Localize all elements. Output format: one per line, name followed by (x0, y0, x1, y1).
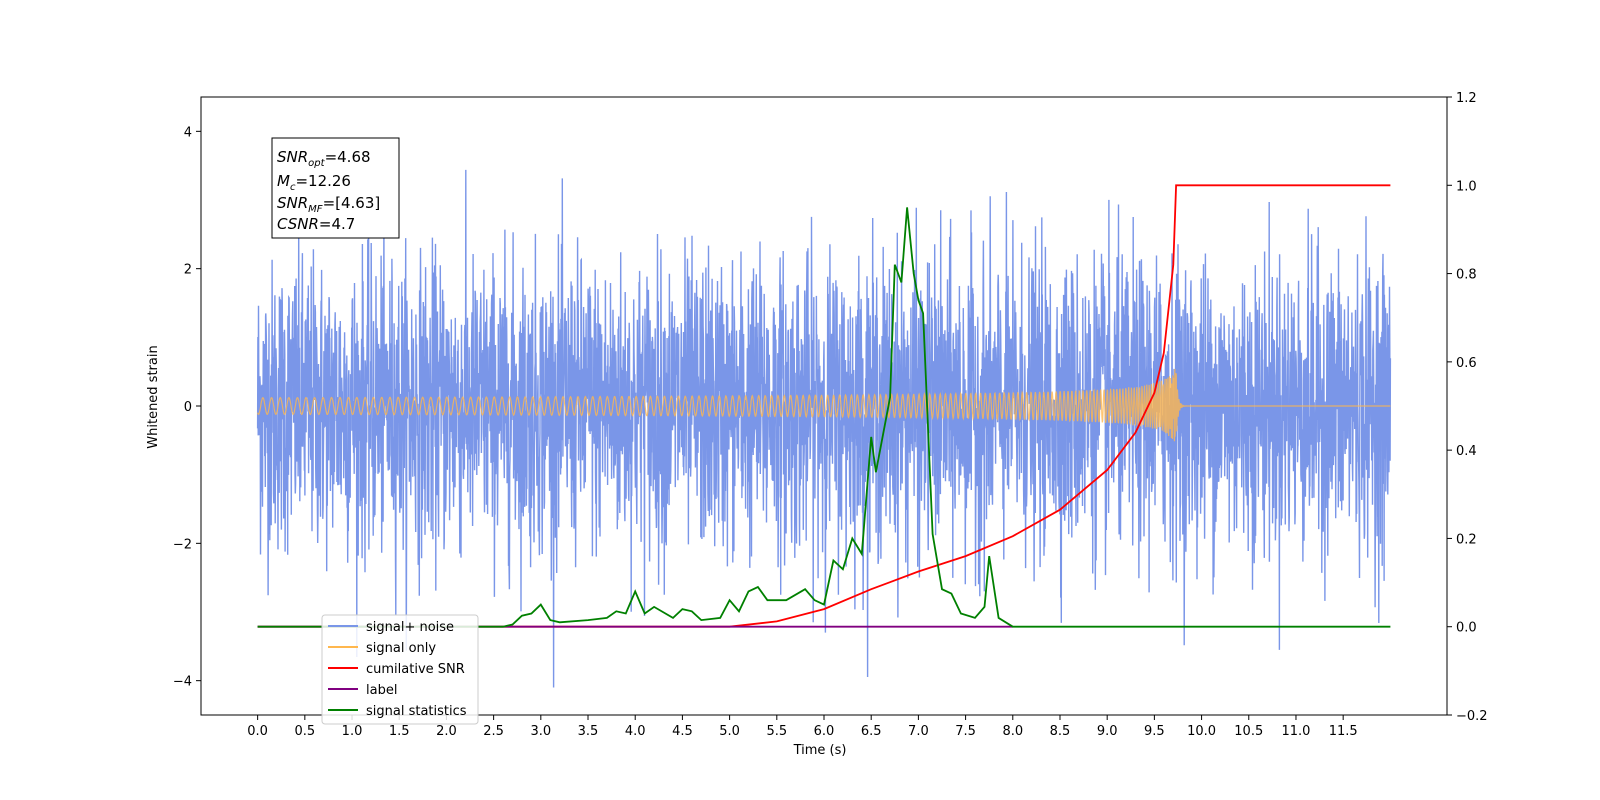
x-tick: 4.0 (625, 715, 646, 739)
plot-area (256, 169, 1392, 688)
mc-text: Mc=12.26 (277, 172, 351, 193)
x-tick: 8.0 (1002, 715, 1023, 739)
x-axis-label: Time (s) (793, 743, 847, 758)
y-right-tick: 0.8 (1447, 268, 1477, 283)
x-tick: 9.0 (1097, 715, 1118, 739)
y-left-tick: 4 (184, 125, 201, 140)
x-tick-label: 5.0 (719, 724, 740, 739)
x-tick-label: 2.0 (436, 724, 457, 739)
y-right-tick-label: 0.4 (1456, 444, 1477, 459)
x-tick-label: 2.5 (483, 724, 504, 739)
y-right-tick: 0.4 (1447, 444, 1477, 459)
y-axis-label: Whitened strain (146, 345, 161, 448)
y-right-tick: 0.2 (1447, 532, 1477, 547)
x-tick: 6.5 (861, 715, 882, 739)
y-left-tick-label: −4 (173, 675, 192, 690)
snr-mf-value: =[4.63] (323, 194, 381, 212)
x-tick: 6.0 (814, 715, 835, 739)
x-tick-label: 10.0 (1187, 724, 1216, 739)
x-tick-label: 3.0 (530, 724, 551, 739)
x-tick: 0.5 (294, 715, 315, 739)
x-tick-label: 6.5 (861, 724, 882, 739)
y-right-tick: −0.2 (1447, 709, 1488, 724)
y-left-tick: 2 (184, 263, 201, 278)
x-tick: 4.5 (672, 715, 693, 739)
x-tick-label: 7.0 (908, 724, 929, 739)
x-tick-label: 11.5 (1329, 724, 1358, 739)
series-signal-only (257, 368, 1391, 442)
x-tick: 11.5 (1329, 715, 1358, 739)
x-tick-label: 3.5 (578, 724, 599, 739)
snr-opt-text: SNRopt=4.68 (277, 148, 371, 169)
x-tick-label: 9.0 (1097, 724, 1118, 739)
legend-signal-statistics: signal statistics (366, 704, 467, 719)
legend-label: label (366, 683, 397, 698)
series-signal-statistics (257, 207, 1391, 628)
mc-value: =12.26 (295, 172, 351, 190)
x-tick-label: 9.5 (1144, 724, 1165, 739)
y-right-tick-label: 0.0 (1456, 621, 1477, 636)
x-tick: 3.5 (578, 715, 599, 739)
x-tick: 0.0 (247, 715, 268, 739)
x-tick: 2.5 (483, 715, 504, 739)
x-tick: 3.0 (530, 715, 551, 739)
legend-signal-noise: signal+ noise (366, 620, 454, 635)
csnr-text: CSNR=4.7 (277, 215, 355, 233)
y-left-tick-label: 0 (184, 400, 192, 415)
x-tick: 8.5 (1050, 715, 1071, 739)
y-left-tick-label: 2 (184, 263, 192, 278)
x-tick: 7.5 (955, 715, 976, 739)
x-tick-label: 1.0 (342, 724, 363, 739)
x-tick-label: 0.0 (247, 724, 268, 739)
x-tick-label: 7.5 (955, 724, 976, 739)
series-cumulative-snr (257, 184, 1391, 628)
csnr-value: =4.7 (319, 215, 355, 233)
x-tick: 9.5 (1144, 715, 1165, 739)
snr-opt-value: =4.68 (325, 148, 371, 166)
x-tick-label: 8.0 (1002, 724, 1023, 739)
y-left-tick-label: 4 (184, 125, 192, 140)
legend: signal+ noise signal only cumilative SNR… (321, 614, 479, 725)
y-left-tick-label: −2 (173, 537, 192, 552)
axes: 0.0 0.5 1.0 1.5 2.0 2.5 3.0 3.5 4.0 4.5 5.0 5.5 6.0 6… (173, 91, 1488, 739)
x-tick-label: 10.5 (1234, 724, 1263, 739)
x-tick-label: 4.0 (625, 724, 646, 739)
x-tick-label: 8.5 (1050, 724, 1071, 739)
x-tick: 10.0 (1187, 715, 1216, 739)
metrics-annotation: SNRopt=4.68 Mc=12.26 SNRMF=[4.63] CSNR=4… (271, 137, 400, 239)
y-right-tick: 1.2 (1447, 91, 1477, 106)
series-signal-noise (256, 169, 1392, 688)
x-tick: 10.5 (1234, 715, 1263, 739)
legend-cumulative-snr: cumilative SNR (366, 662, 465, 677)
x-tick: 5.5 (766, 715, 787, 739)
y-left-tick: 0 (184, 400, 201, 415)
legend-signal-only: signal only (366, 641, 436, 656)
x-tick-label: 1.5 (389, 724, 410, 739)
x-tick: 7.0 (908, 715, 929, 739)
x-tick-label: 6.0 (814, 724, 835, 739)
x-tick-label: 0.5 (294, 724, 315, 739)
y-right-tick: 0.0 (1447, 621, 1477, 636)
y-right-tick-label: 0.8 (1456, 268, 1477, 283)
x-tick-label: 4.5 (672, 724, 693, 739)
x-tick-label: 5.5 (766, 724, 787, 739)
y-right-tick-label: 0.2 (1456, 532, 1477, 547)
x-tick: 5.0 (719, 715, 740, 739)
y-right-tick-label: 1.2 (1456, 91, 1477, 106)
y-right-tick: 1.0 (1447, 179, 1477, 194)
x-tick-label: 11.0 (1281, 724, 1310, 739)
y-left-tick: −2 (173, 537, 201, 552)
y-right-tick-label: 0.6 (1456, 356, 1477, 371)
y-right-tick-label: −0.2 (1456, 709, 1488, 724)
y-right-tick: 0.6 (1447, 356, 1477, 371)
snr-mf-text: SNRMF=[4.63] (277, 194, 380, 215)
y-left-tick: −4 (173, 675, 201, 690)
y-right-tick-label: 1.0 (1456, 179, 1477, 194)
x-tick: 11.0 (1281, 715, 1310, 739)
